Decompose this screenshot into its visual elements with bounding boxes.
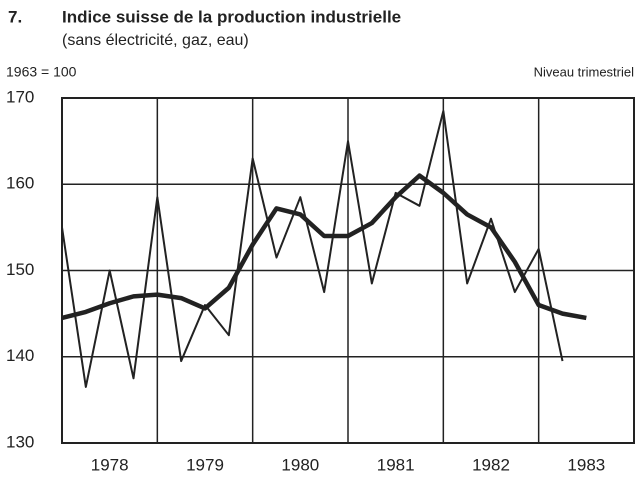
series-line bbox=[61, 173, 587, 321]
y-tick-label: 130 bbox=[6, 432, 34, 451]
chart-subtitle: (sans électricité, gaz, eau) bbox=[62, 32, 249, 49]
x-tick-label: 1978 bbox=[91, 455, 129, 474]
x-tick-label: 1979 bbox=[186, 455, 224, 474]
x-tick-label: 1983 bbox=[567, 455, 605, 474]
x-tick-label: 1981 bbox=[377, 455, 415, 474]
x-tick-label: 1980 bbox=[281, 455, 319, 474]
y-tick-label: 160 bbox=[6, 174, 34, 193]
x-tick-label: 1982 bbox=[472, 455, 510, 474]
y-tick-label: 140 bbox=[6, 346, 34, 365]
base-note: 1963 = 100 bbox=[6, 64, 77, 80]
y-tick-label: 170 bbox=[6, 87, 34, 106]
plot-frame bbox=[61, 97, 635, 444]
y-tick-label: 150 bbox=[6, 260, 34, 279]
chart-number: 7. bbox=[8, 7, 22, 26]
frequency-note: Niveau trimestriel bbox=[534, 64, 635, 79]
chart-title: Indice suisse de la production industrie… bbox=[62, 7, 401, 26]
series-line bbox=[61, 109, 564, 388]
